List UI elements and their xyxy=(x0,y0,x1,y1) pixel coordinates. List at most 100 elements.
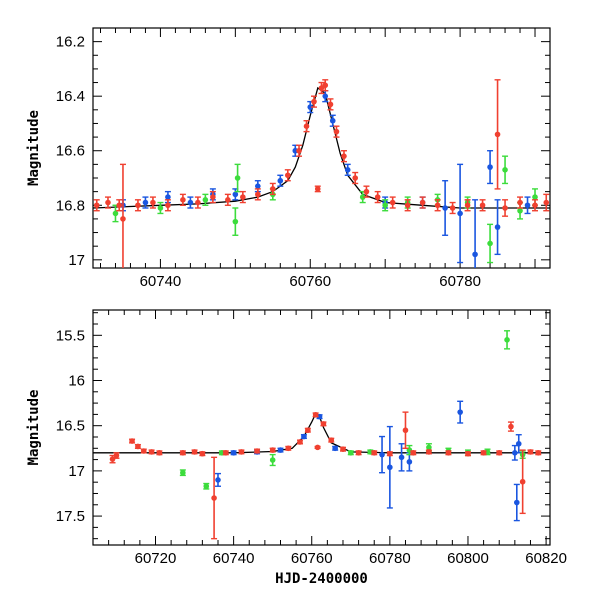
data-point xyxy=(404,202,411,209)
data-point xyxy=(508,423,514,430)
y-tick-label: 16.6 xyxy=(56,143,85,160)
data-point xyxy=(449,205,456,211)
y-tick-label: 16.5 xyxy=(56,418,85,435)
data-point xyxy=(314,444,321,451)
data-point xyxy=(524,202,531,209)
data-point xyxy=(112,210,119,217)
data-layer xyxy=(93,330,550,540)
data-point xyxy=(535,450,542,456)
x-tick-label: 60740 xyxy=(213,550,255,567)
data-point xyxy=(382,202,388,209)
data-point xyxy=(277,177,284,184)
data-point xyxy=(513,499,520,506)
data-point xyxy=(457,210,463,217)
data-point xyxy=(479,202,486,209)
data-point xyxy=(487,164,493,170)
model-curve xyxy=(93,86,550,209)
y-tick-label: 16.8 xyxy=(56,197,85,214)
data-point xyxy=(442,205,448,211)
data-point xyxy=(494,224,501,230)
x-axis-label: HJD-2400000 xyxy=(275,571,368,587)
data-point xyxy=(398,454,405,461)
data-point xyxy=(320,421,327,427)
data-point xyxy=(255,183,261,189)
data-point xyxy=(150,199,156,206)
data-point xyxy=(472,251,478,258)
data-point xyxy=(532,194,538,200)
data-point xyxy=(105,199,111,206)
x-tick-label: 60800 xyxy=(447,550,489,567)
series-1 xyxy=(112,155,539,264)
data-point xyxy=(329,117,336,124)
data-point xyxy=(480,450,487,456)
data-point xyxy=(230,450,237,456)
top-panel-chart: 60740 60760 60780 16.2 16.4 16.6 16.8 17 Magnitu… xyxy=(26,27,551,290)
data-point xyxy=(211,495,217,501)
data-point xyxy=(333,128,340,135)
x-tick-label: 60760 xyxy=(289,273,331,290)
model-curve xyxy=(93,412,550,454)
data-point xyxy=(255,191,261,198)
data-point xyxy=(371,450,378,456)
data-point xyxy=(199,450,206,457)
data-point xyxy=(305,427,311,434)
data-point xyxy=(502,205,508,211)
data-point xyxy=(195,199,201,206)
data-point xyxy=(191,449,198,455)
data-point xyxy=(223,450,229,456)
data-point xyxy=(502,167,508,173)
data-point xyxy=(363,188,370,195)
data-point xyxy=(297,439,303,445)
data-point xyxy=(426,449,432,455)
data-point xyxy=(284,172,291,179)
data-point xyxy=(355,450,362,456)
data-point xyxy=(389,199,396,206)
data-point xyxy=(238,449,245,455)
data-point xyxy=(165,202,171,209)
data-point xyxy=(157,205,164,211)
series-2 xyxy=(109,411,542,540)
data-point xyxy=(512,450,518,456)
y-tick-label: 16.4 xyxy=(56,88,85,105)
data-point xyxy=(303,123,310,129)
data-point xyxy=(504,337,510,343)
y-tick-label: 17 xyxy=(68,463,85,480)
data-point xyxy=(344,167,351,173)
y-axis-label: Magnitude xyxy=(26,110,42,186)
x-tick-label: 60780 xyxy=(439,273,481,290)
data-point xyxy=(116,202,123,209)
data-point xyxy=(165,194,171,200)
data-point xyxy=(347,450,354,456)
data-point xyxy=(426,444,432,451)
data-point xyxy=(296,147,302,154)
x-tick-label: 60720 xyxy=(135,550,177,567)
data-point xyxy=(254,448,260,454)
data-point xyxy=(225,197,231,203)
data-point xyxy=(187,199,194,206)
data-point xyxy=(180,469,186,476)
data-point xyxy=(311,98,317,105)
data-point xyxy=(322,93,329,99)
data-point xyxy=(410,450,417,456)
data-point xyxy=(307,104,314,110)
data-point xyxy=(269,447,276,453)
data-point xyxy=(464,202,471,209)
data-point xyxy=(202,197,209,203)
bottom-panel-chart: 60720 60740 60760 60780 60800 60820 15.5 16 16.5… xyxy=(26,309,567,587)
data-point xyxy=(156,450,163,456)
y-tick-label: 16 xyxy=(68,373,85,390)
data-point xyxy=(515,440,522,447)
series-1 xyxy=(179,330,526,490)
data-point xyxy=(314,186,321,192)
y-tick-label: 15.5 xyxy=(56,327,85,344)
data-point xyxy=(135,443,141,450)
data-layer xyxy=(93,79,550,268)
x-tick-label: 60780 xyxy=(369,550,411,567)
data-point xyxy=(457,409,463,415)
x-tick-label: 60760 xyxy=(291,550,333,567)
data-point xyxy=(312,412,319,418)
x-tick-label: 60820 xyxy=(525,550,567,567)
data-point xyxy=(270,186,276,192)
data-point xyxy=(180,197,186,203)
